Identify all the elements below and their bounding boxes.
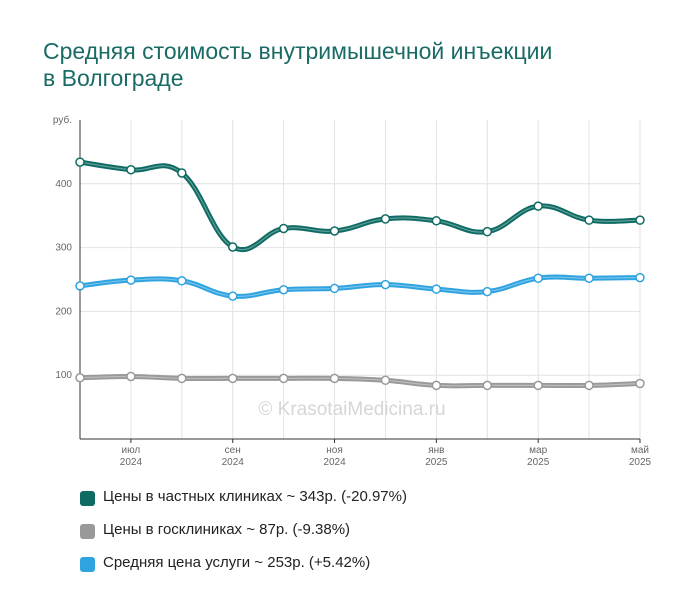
data-point-private [329, 226, 340, 236]
data-point-average [482, 286, 493, 297]
data-point-private [482, 226, 493, 237]
chart-title-line-2: в Волгограде [43, 65, 184, 91]
data-point-average [177, 276, 187, 286]
legend-swatch-private [80, 491, 95, 506]
data-point-average [431, 284, 442, 294]
watermark-text: © KrasotaiMedicina.ru [258, 399, 445, 420]
data-point-public [380, 375, 391, 386]
legend-label-public: Цены в госклиниках ~ 87р. (-9.38%) [103, 521, 351, 538]
data-point-average [329, 283, 340, 294]
data-point-private [278, 223, 289, 234]
data-point-public [75, 373, 85, 383]
data-point-private [227, 242, 238, 252]
series-line-private [77, 159, 643, 252]
x-tick-label-month: май [631, 445, 649, 456]
x-tick-label-year: 2025 [425, 457, 448, 468]
x-tick-label-year: 2024 [323, 457, 346, 468]
data-point-average [635, 272, 645, 283]
data-point-average [584, 273, 594, 283]
price-line-chart: 100200300400руб.июл2024сен2024ноя2024янв… [53, 114, 652, 468]
data-point-private [177, 168, 187, 178]
legend-label-average: Средняя цена услуги ~ 253р. (+5.42%) [103, 554, 371, 571]
legend-swatch-average [80, 557, 95, 572]
y-tick-label: 200 [55, 306, 72, 317]
x-tick-label-year: 2024 [120, 457, 143, 468]
data-point-private [380, 214, 391, 224]
chart-axes: 100200300400руб.июл2024сен2024ноя2024янв… [53, 114, 652, 468]
data-point-average [227, 291, 238, 301]
data-point-public [431, 380, 442, 391]
data-point-average [126, 275, 136, 285]
data-point-private [584, 215, 594, 225]
series-line-public [77, 373, 643, 389]
data-point-private [431, 216, 442, 226]
x-tick-label-month: июл [122, 445, 141, 456]
chart-series [75, 157, 645, 391]
x-tick-label-year: 2025 [527, 457, 550, 468]
data-point-average [533, 273, 543, 283]
y-axis-label: руб. [53, 114, 72, 126]
data-point-public [533, 380, 543, 391]
x-tick-label-month: янв [428, 445, 444, 456]
series-line-average [77, 274, 643, 299]
series-line-highlight-public [79, 375, 641, 387]
data-point-average [75, 281, 85, 291]
y-tick-label: 400 [55, 179, 72, 190]
chart-title-line-1: Средняя стоимость внутримышечной инъекци… [43, 38, 553, 64]
data-point-public [126, 371, 136, 382]
data-point-public [584, 380, 594, 391]
legend-swatch-public [80, 524, 95, 539]
series-line-highlight-average [79, 276, 641, 297]
data-point-public [227, 373, 238, 384]
data-point-average [380, 279, 391, 290]
data-point-public [635, 378, 645, 389]
data-point-public [482, 380, 493, 391]
data-point-private [533, 201, 543, 211]
x-tick-label-year: 2025 [629, 457, 652, 468]
x-tick-label-year: 2024 [222, 457, 245, 468]
chart-title: Средняя стоимость внутримышечной инъекци… [43, 38, 663, 92]
x-tick-label-month: мар [529, 445, 547, 456]
data-point-average [278, 284, 289, 295]
x-tick-label-month: ноя [326, 445, 343, 456]
data-point-private [126, 165, 136, 175]
data-point-private [75, 157, 85, 167]
legend-label-private: Цены в частных клиниках ~ 343р. (-20.97%… [103, 488, 407, 505]
data-point-public [177, 373, 187, 384]
y-tick-label: 100 [55, 370, 72, 381]
data-point-public [329, 373, 340, 384]
x-tick-label-month: сен [225, 445, 241, 456]
data-point-private [635, 215, 645, 225]
y-tick-label: 300 [55, 243, 72, 254]
data-point-public [278, 373, 289, 384]
